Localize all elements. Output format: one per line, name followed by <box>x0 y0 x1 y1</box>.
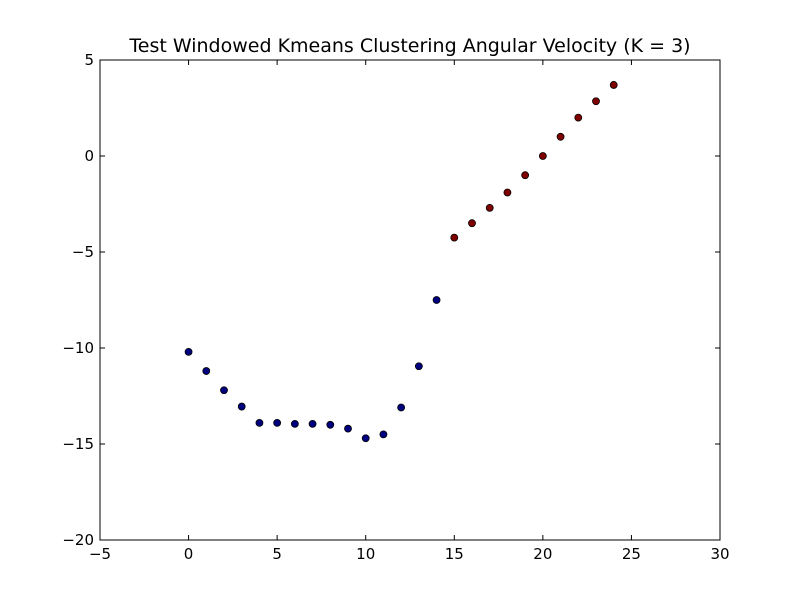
data-point <box>432 296 441 304</box>
data-point <box>521 171 530 180</box>
data-point <box>326 420 335 429</box>
data-point <box>344 424 352 433</box>
x-tick-label: 20 <box>533 545 552 563</box>
data-point <box>592 97 600 106</box>
y-tick-label: −10 <box>62 339 94 357</box>
x-tick-label: 30 <box>710 545 729 563</box>
data-point <box>556 132 565 141</box>
x-tick-label: 5 <box>272 545 282 563</box>
data-point <box>202 367 211 375</box>
data-point <box>379 430 388 439</box>
data-point <box>503 188 512 197</box>
y-tick-label: −15 <box>62 435 94 453</box>
data-point <box>308 419 317 428</box>
x-tick-label: 10 <box>356 545 375 563</box>
data-point <box>609 81 618 89</box>
y-tick-label: −20 <box>62 531 94 549</box>
axes-frame <box>99 59 721 541</box>
data-point <box>273 418 282 427</box>
data-point <box>290 419 299 428</box>
x-tick-label: −5 <box>89 545 111 563</box>
x-tick-label: 0 <box>184 545 194 563</box>
data-point <box>538 152 547 160</box>
data-point <box>574 113 583 122</box>
data-point <box>450 233 459 242</box>
data-point <box>414 362 423 371</box>
data-point <box>361 434 370 443</box>
y-tick-label: −5 <box>72 243 94 261</box>
data-point <box>184 347 193 356</box>
data-point <box>237 402 246 411</box>
x-tick-label: 15 <box>445 545 464 563</box>
data-point <box>220 386 228 395</box>
chart-title: Test Windowed Kmeans Clustering Angular … <box>129 35 691 57</box>
data-point <box>397 403 406 412</box>
y-tick-label: 5 <box>84 51 94 69</box>
data-point <box>485 203 494 212</box>
data-point <box>255 418 264 427</box>
y-tick-label: 0 <box>84 147 94 165</box>
data-point <box>468 219 476 228</box>
x-tick-label: 25 <box>622 545 641 563</box>
